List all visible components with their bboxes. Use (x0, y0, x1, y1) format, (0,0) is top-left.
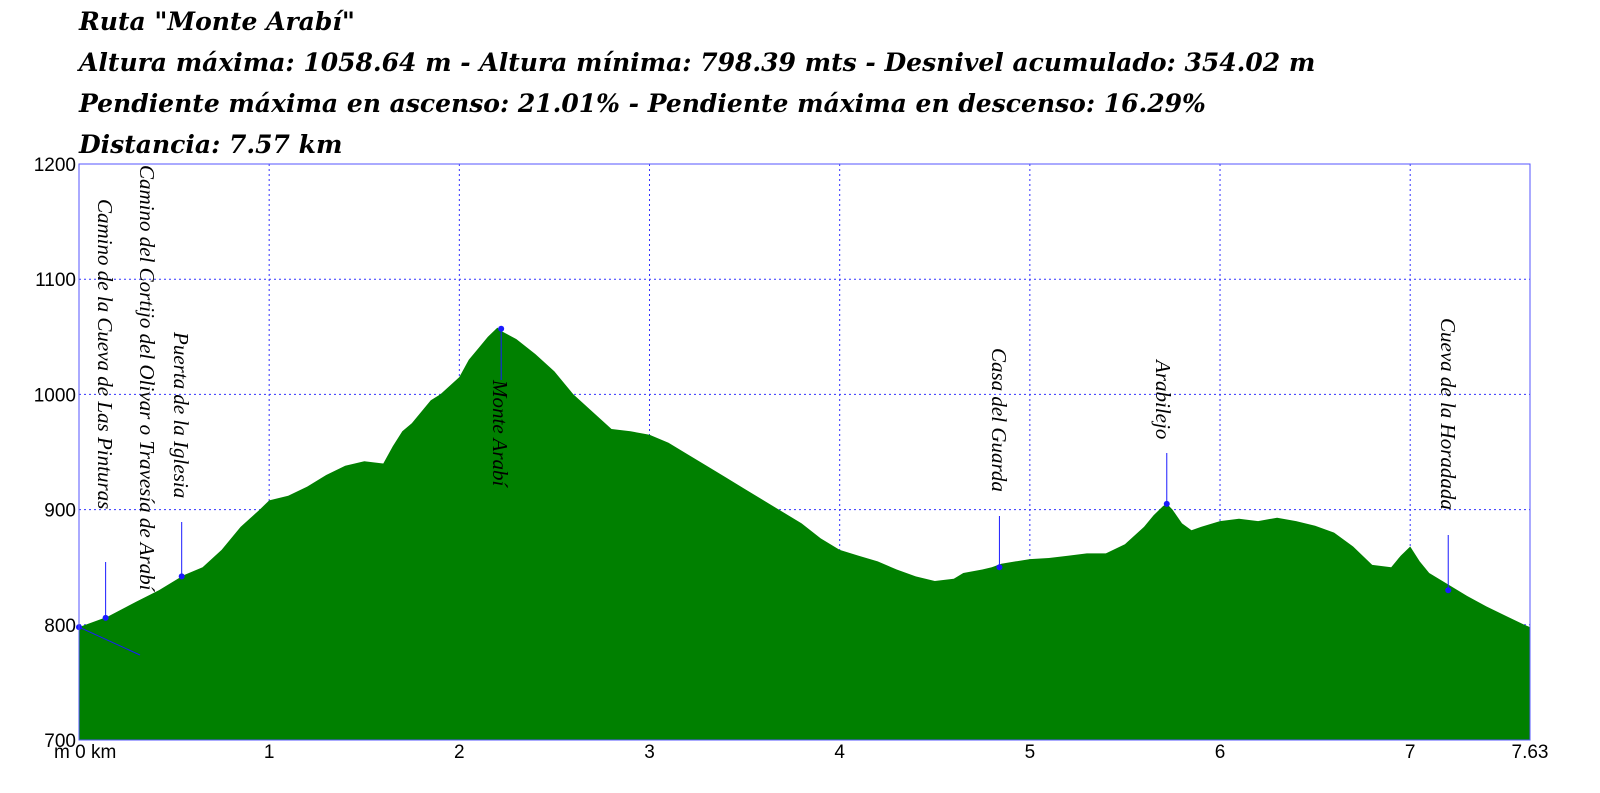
x-tick-label: 6 (1215, 742, 1226, 763)
x-tick-label: 4 (834, 742, 845, 763)
waypoint-label: Puerta de la Iglesia (169, 331, 193, 498)
x-tick-label: m 0 km (54, 742, 116, 763)
waypoint-marker (102, 614, 109, 621)
chart-title: Ruta "Monte Arabí" (79, 7, 355, 36)
y-tick-label: 900 (44, 501, 76, 522)
x-tick-label: 3 (644, 742, 655, 763)
x-axis-ticks: m 0 km 1 2 3 4 5 6 7 7.63 (54, 742, 1548, 763)
slope-summary: Pendiente máxima en ascenso: 21.01% - Pe… (79, 89, 1206, 118)
elevation-area (79, 327, 1530, 740)
y-tick-label: 1000 (34, 385, 76, 406)
waypoint-label: Cueva de la Horadada (1436, 318, 1460, 510)
waypoint-marker (1163, 500, 1170, 507)
waypoint-label: Camino de la Cueva de Las Pinturas (93, 199, 117, 509)
waypoint-label: Arabilejo (1151, 358, 1175, 439)
waypoint-label: Monte Arabí (488, 379, 512, 489)
x-tick-label: 5 (1025, 742, 1036, 763)
y-tick-label: 1100 (35, 270, 76, 291)
waypoint-label: Casa del Guarda (987, 348, 1011, 492)
waypoint-leader (78, 626, 141, 656)
x-tick-label: 1 (264, 742, 275, 763)
x-tick-label: 2 (454, 742, 465, 763)
y-tick-label: 800 (44, 616, 76, 637)
waypoint-marker (178, 573, 185, 580)
y-tick-label: 1200 (34, 155, 76, 176)
waypoints: Camino del Cortijo del Olivar o Travesía… (76, 165, 1460, 656)
x-tick-label: 7 (1405, 742, 1416, 763)
plot-frame (78, 163, 1531, 741)
x-tick-label: 7.63 (1512, 742, 1549, 763)
y-tick-label: 700 (44, 731, 76, 752)
distance-summary: Distancia: 7.57 km (79, 130, 343, 159)
altitude-summary: Altura máxima: 1058.64 m - Altura mínima… (79, 48, 1316, 77)
y-axis-ticks: 700 800 900 1000 1100 1200 (34, 155, 76, 752)
waypoint-marker (498, 325, 505, 332)
waypoint-marker (996, 564, 1003, 571)
waypoint-label: Camino del Cortijo del Olivar o Travesía… (135, 165, 159, 593)
waypoint-marker (1445, 587, 1452, 594)
